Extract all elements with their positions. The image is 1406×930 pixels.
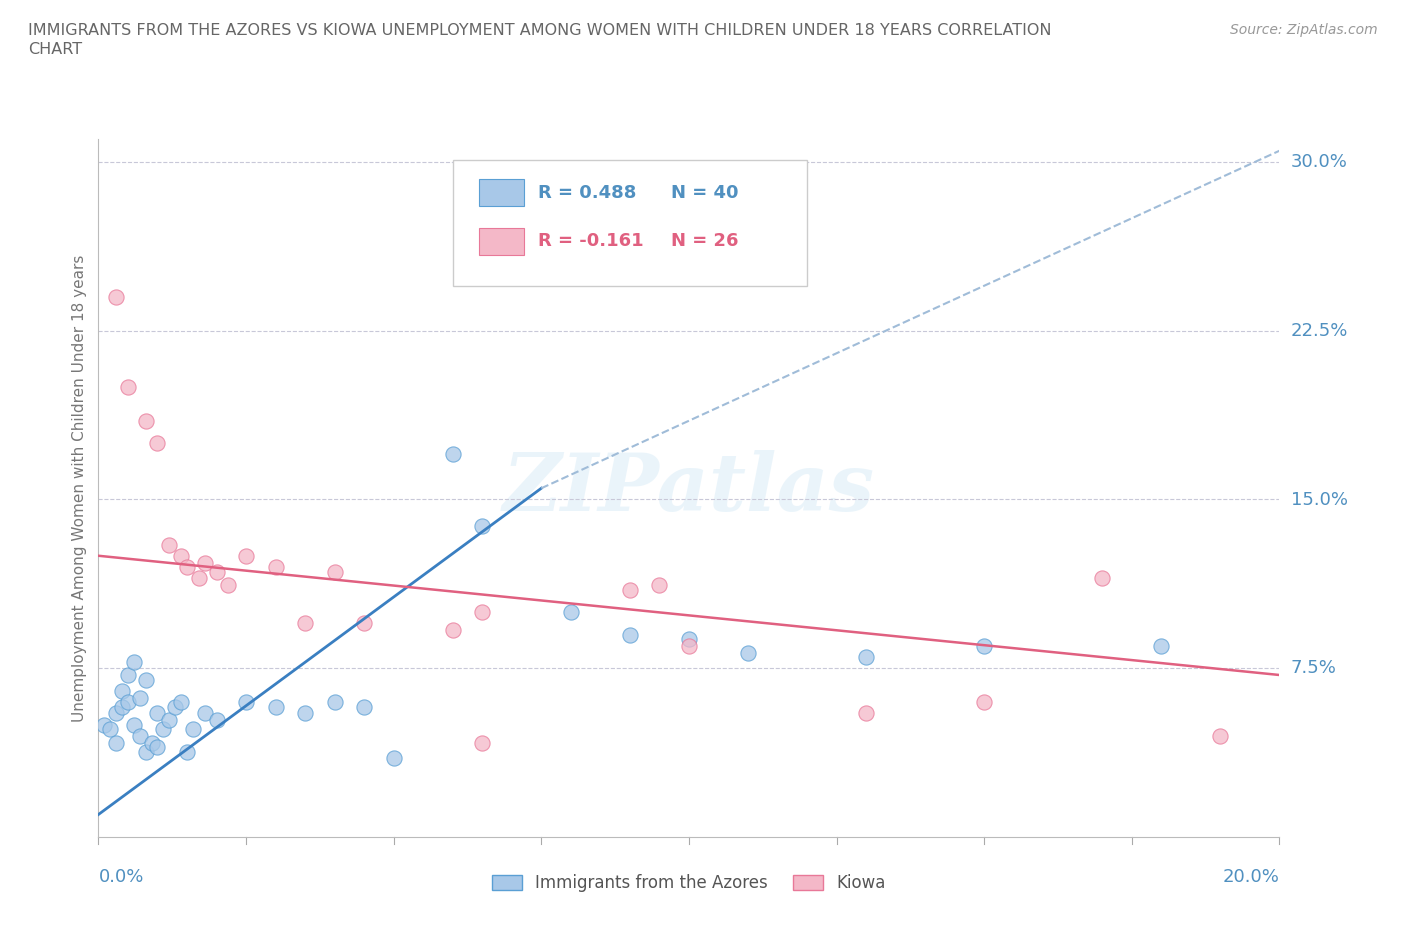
Point	[560, 604, 582, 619]
Point	[181, 722, 204, 737]
Point	[128, 690, 150, 705]
Point	[855, 649, 877, 664]
Point	[157, 712, 180, 727]
Legend: Immigrants from the Azores, Kiowa: Immigrants from the Azores, Kiowa	[485, 867, 893, 898]
Point	[235, 695, 257, 710]
Text: N = 26: N = 26	[671, 232, 738, 250]
Point	[1150, 638, 1173, 653]
Point	[441, 622, 464, 637]
Point	[1091, 571, 1114, 586]
Point	[117, 695, 139, 710]
Point	[170, 549, 193, 564]
Point	[105, 706, 128, 721]
Point	[93, 717, 115, 732]
Point	[382, 751, 405, 765]
Point	[648, 578, 671, 592]
Point	[98, 722, 121, 737]
Point	[353, 616, 375, 631]
Point	[323, 565, 346, 579]
Point	[264, 560, 287, 575]
Point	[122, 717, 145, 732]
Point	[294, 616, 316, 631]
Point	[157, 537, 180, 551]
Point	[619, 582, 641, 597]
Point	[105, 289, 128, 304]
Point	[855, 706, 877, 721]
Point	[678, 631, 700, 646]
Point	[122, 654, 145, 669]
Point	[176, 744, 198, 759]
Text: 20.0%: 20.0%	[1223, 868, 1279, 885]
Text: ZIPatlas: ZIPatlas	[503, 449, 875, 527]
Point	[194, 555, 217, 570]
Point	[165, 699, 187, 714]
Point	[152, 722, 174, 737]
Text: IMMIGRANTS FROM THE AZORES VS KIOWA UNEMPLOYMENT AMONG WOMEN WITH CHILDREN UNDER: IMMIGRANTS FROM THE AZORES VS KIOWA UNEM…	[28, 23, 1052, 38]
Point	[217, 578, 239, 592]
Y-axis label: Unemployment Among Women with Children Under 18 years: Unemployment Among Women with Children U…	[72, 255, 87, 722]
Text: Source: ZipAtlas.com: Source: ZipAtlas.com	[1230, 23, 1378, 37]
FancyBboxPatch shape	[453, 161, 807, 286]
FancyBboxPatch shape	[478, 228, 523, 255]
Point	[194, 706, 217, 721]
Text: 0.0%: 0.0%	[98, 868, 143, 885]
Text: N = 40: N = 40	[671, 183, 738, 202]
Text: 30.0%: 30.0%	[1291, 153, 1347, 171]
Point	[294, 706, 316, 721]
Point	[353, 699, 375, 714]
Point	[471, 735, 494, 750]
Point	[471, 519, 494, 534]
Point	[128, 728, 150, 743]
Point	[973, 638, 995, 653]
Point	[146, 436, 169, 451]
FancyBboxPatch shape	[478, 179, 523, 206]
Text: 22.5%: 22.5%	[1291, 322, 1348, 339]
Point	[264, 699, 287, 714]
Point	[176, 560, 198, 575]
Point	[441, 447, 464, 462]
Point	[678, 638, 700, 653]
Point	[105, 735, 128, 750]
Point	[117, 668, 139, 683]
Point	[323, 695, 346, 710]
Point	[146, 739, 169, 754]
Point	[205, 565, 228, 579]
Point	[973, 695, 995, 710]
Point	[135, 413, 157, 428]
Point	[187, 571, 209, 586]
Point	[135, 672, 157, 687]
Point	[235, 549, 257, 564]
Text: CHART: CHART	[28, 42, 82, 57]
Text: 7.5%: 7.5%	[1291, 659, 1337, 677]
Point	[117, 379, 139, 394]
Text: 15.0%: 15.0%	[1291, 490, 1347, 509]
Point	[1209, 728, 1232, 743]
Point	[146, 706, 169, 721]
Point	[737, 645, 759, 660]
Point	[135, 744, 157, 759]
Point	[111, 684, 134, 698]
Point	[141, 735, 163, 750]
Point	[170, 695, 193, 710]
Point	[471, 604, 494, 619]
Point	[205, 712, 228, 727]
Point	[111, 699, 134, 714]
Point	[619, 627, 641, 642]
Text: R = -0.161: R = -0.161	[537, 232, 644, 250]
Text: R = 0.488: R = 0.488	[537, 183, 636, 202]
